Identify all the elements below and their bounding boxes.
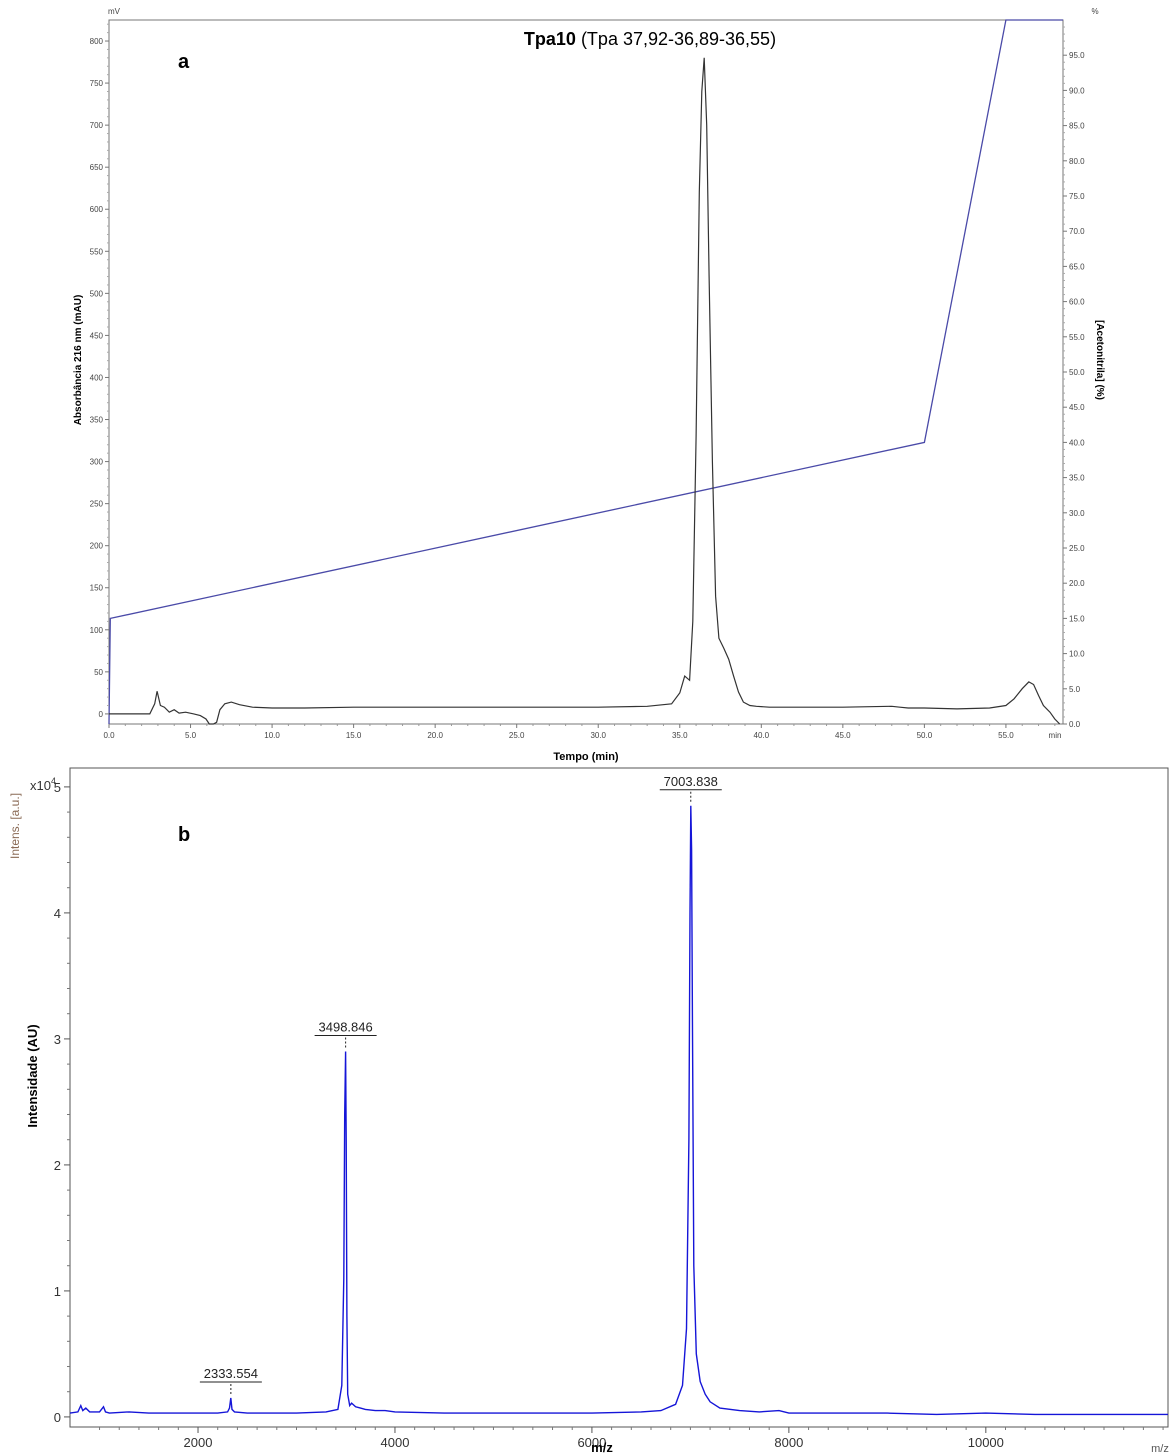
peak-label: 3498.846	[319, 1020, 373, 1035]
y-tick-label: 3	[54, 1032, 61, 1047]
peak-label: 2333.554	[204, 1366, 258, 1381]
x-tick-label: 30.0	[590, 731, 606, 740]
y-tick-label: 50	[94, 668, 103, 677]
x-tick-label: 50.0	[917, 731, 933, 740]
y2-tick-label: 65.0	[1069, 262, 1085, 271]
y-axis-label: Absorbância 216 nm (mAU)	[73, 295, 84, 426]
y2-tick-label: 60.0	[1069, 298, 1085, 307]
y2-axis-label: [Acetonitrila] (%)	[1094, 320, 1105, 400]
y-tick-label: 300	[90, 458, 104, 467]
y-tick-label: 450	[90, 331, 104, 340]
peak-annotation-name: Tpa10	[524, 29, 576, 49]
y-tick-label: 250	[90, 500, 104, 509]
y-tick-label: 750	[90, 79, 104, 88]
peak-annotation: Tpa10 (Tpa 37,92-36,89-36,55)	[524, 29, 776, 49]
x-axis-ticks: 2000 4000 6000 8000 10000	[99, 1427, 1164, 1450]
x-tick-label: 8000	[774, 1435, 803, 1450]
absorbance-line	[109, 57, 1061, 725]
y-axis-ticks: 0 50 100 150 200 250 300 350 400 450 500 550 600 650 7…	[90, 23, 109, 719]
y2-tick-label: 20.0	[1069, 579, 1085, 588]
peak-label: 7003.838	[664, 774, 718, 789]
y-tick-label: 1	[54, 1284, 61, 1299]
panel-a-plot-frame	[108, 19, 1064, 725]
x-tick-label: 6000	[577, 1435, 606, 1450]
x-tick-label: 35.0	[672, 731, 688, 740]
y-axis-unit: mV	[108, 7, 121, 16]
x-tick-label: 20.0	[427, 731, 443, 740]
x-tick-label: 0.0	[103, 731, 115, 740]
y2-tick-label: 45.0	[1069, 403, 1085, 412]
panel-b-plot-frame	[69, 767, 1169, 1428]
y-tick-label: 800	[90, 37, 104, 46]
y-tick-label: 0	[99, 710, 104, 719]
y2-tick-label: 55.0	[1069, 333, 1085, 342]
y-axis-label: Intensidade (AU)	[25, 1024, 40, 1127]
panel-a-letter: a	[178, 51, 190, 73]
y2-tick-label: 0.0	[1069, 720, 1081, 729]
x-tick-label: 10000	[968, 1435, 1004, 1450]
y2-tick-label: 35.0	[1069, 474, 1085, 483]
spectrum-line	[69, 805, 1168, 1416]
y-tick-label: 150	[90, 584, 104, 593]
x-axis-ticks: 0.0 5.0 10.0 15.0 20.0 25.0 30.0 35.0 40.0 45.0 50…	[103, 724, 1056, 740]
y-tick-label: 550	[90, 247, 104, 256]
y-tick-label: 600	[90, 205, 104, 214]
x-tick-label: 5.0	[185, 731, 197, 740]
panel-a-chromatogram: 0.0 5.0 10.0 15.0 20.0 25.0 30.0 35.0 40.0 45.0 50…	[73, 7, 1105, 763]
y2-tick-label: 10.0	[1069, 650, 1085, 659]
y2-tick-label: 50.0	[1069, 368, 1085, 377]
x-tick-label: 55.0	[998, 731, 1014, 740]
y2-tick-label: 40.0	[1069, 438, 1085, 447]
y-tick-label: 350	[90, 416, 104, 425]
y-multiplier: x104	[30, 776, 56, 793]
x-axis-label: m/z	[591, 1440, 613, 1455]
y2-tick-label: 15.0	[1069, 614, 1085, 623]
x-tick-label: 2000	[184, 1435, 213, 1450]
y-tick-label: 400	[90, 373, 104, 382]
spectrum-series-group	[69, 805, 1168, 1416]
y-tick-label: 4	[54, 906, 61, 921]
y-multiplier-base: x10	[30, 778, 51, 793]
y2-tick-label: 90.0	[1069, 86, 1085, 95]
y-tick-label: 100	[90, 626, 104, 635]
y2-tick-label: 80.0	[1069, 157, 1085, 166]
y2-axis-ticks: 0.0 5.0 10.0 15.0 20.0 25.0 30.0 35.0 40.0 45.0 50…	[1063, 26, 1085, 729]
gradient-line	[108, 19, 1063, 725]
y2-tick-label: 85.0	[1069, 122, 1085, 131]
y-tick-label: 500	[90, 289, 104, 298]
y2-tick-label: 25.0	[1069, 544, 1085, 553]
gradient-series-group	[108, 19, 1063, 725]
y2-tick-label: 30.0	[1069, 509, 1085, 518]
x-axis-label: Tempo (min)	[553, 751, 619, 763]
x-tick-label: 40.0	[754, 731, 770, 740]
panel-b-letter: b	[178, 824, 190, 846]
x-tick-label: 25.0	[509, 731, 525, 740]
y2-tick-label: 95.0	[1069, 51, 1085, 60]
x-axis-unit: min	[1049, 731, 1062, 740]
y-tick-label: 700	[90, 121, 104, 130]
y2-axis-unit: %	[1091, 7, 1098, 16]
x-tick-label: 4000	[381, 1435, 410, 1450]
y-axis-ticks: 0 1 2 3 4 5	[54, 780, 70, 1425]
absorbance-series-group	[109, 57, 1061, 725]
peak-labels: 2333.554 3498.846 7003.838	[199, 774, 722, 1397]
y-tick-label: 0	[54, 1410, 61, 1425]
y-tick-label: 2	[54, 1158, 61, 1173]
y2-tick-label: 70.0	[1069, 227, 1085, 236]
y-multiplier-exponent: 4	[51, 776, 56, 786]
peak-annotation-range: (Tpa 37,92-36,89-36,55)	[576, 29, 776, 49]
y-tick-label: 5	[54, 780, 61, 795]
x-tick-label: 10.0	[264, 731, 280, 740]
y-tick-label: 650	[90, 163, 104, 172]
x-tick-label: 45.0	[835, 731, 851, 740]
x-tick-label: 15.0	[346, 731, 362, 740]
y2-tick-label: 75.0	[1069, 192, 1085, 201]
instrument-y-label: Intens. [a.u.]	[8, 793, 22, 859]
y-tick-label: 200	[90, 542, 104, 551]
x-axis-unit: m/z	[1151, 1443, 1169, 1455]
y2-tick-label: 5.0	[1069, 685, 1081, 694]
